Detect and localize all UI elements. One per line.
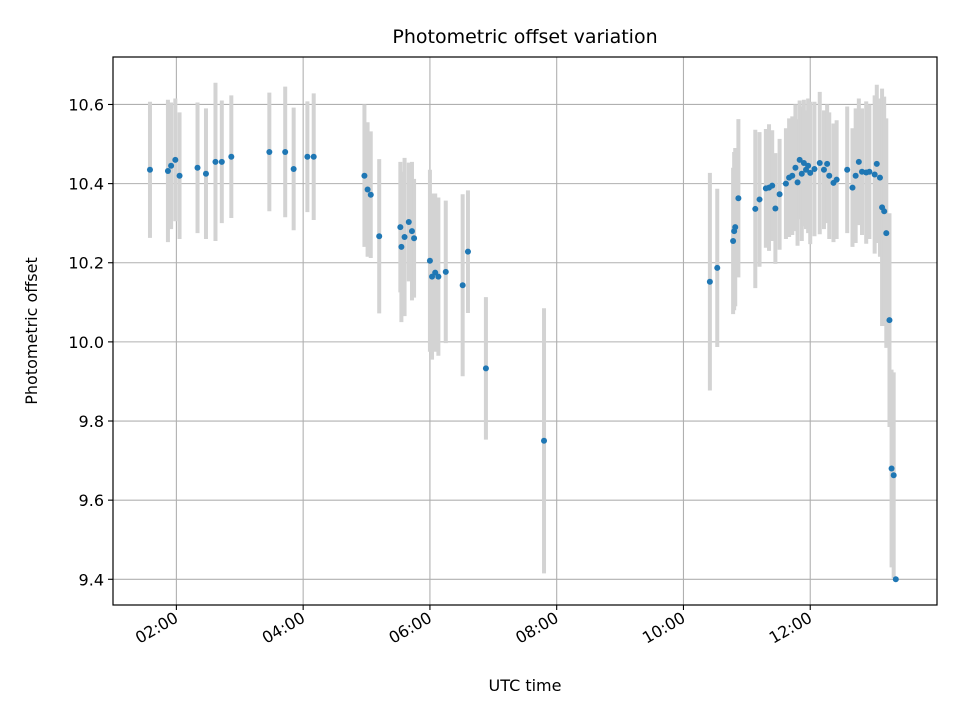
data-point [844,166,851,173]
data-point [282,148,289,155]
data-point [876,174,883,181]
data-point [442,268,449,275]
data-points [146,148,899,583]
data-point [752,205,759,212]
data-point [411,235,418,242]
y-tick-label: 9.6 [79,491,104,510]
y-tick-label: 10.6 [68,95,104,114]
data-point [811,165,818,172]
data-point [833,176,840,183]
data-point [459,282,466,289]
data-point [212,158,219,165]
data-point [789,172,796,179]
data-point [732,224,739,231]
data-point [218,158,225,165]
data-point [168,162,175,169]
data-point [892,576,899,583]
data-point [464,248,471,255]
data-point [782,180,789,187]
data-point [426,257,433,264]
data-point [820,166,827,173]
data-point [735,195,742,202]
y-tick-label: 9.8 [79,412,104,431]
data-point [824,160,831,167]
data-point [164,167,171,174]
data-point [364,186,371,193]
y-tick-label: 10.4 [68,175,104,194]
data-point [816,160,823,167]
data-point [873,160,880,167]
chart-title: Photometric offset variation [392,26,657,48]
data-point [807,169,814,176]
x-axis-title: UTC time [489,676,562,695]
data-point [172,156,179,163]
data-point [871,171,878,178]
data-point [883,230,890,237]
data-point [888,465,895,472]
data-point [435,273,442,280]
data-point [798,170,805,177]
data-point [886,317,893,324]
y-tick-label: 10.0 [68,333,104,352]
data-point [361,172,368,179]
data-point [146,166,153,173]
data-point [881,208,888,215]
y-tick-label: 9.4 [79,570,104,589]
plot-frame [112,56,938,606]
data-point [304,153,311,160]
data-point [772,205,779,212]
y-tick-label: 10.2 [68,254,104,273]
data-point [756,196,763,203]
data-point [796,156,803,163]
data-point [866,168,873,175]
y-axis-title: Photometric offset [22,257,41,405]
data-point [228,153,235,160]
data-point [826,172,833,179]
data-point [849,184,856,191]
data-point [398,243,405,250]
data-point [405,218,412,225]
data-point [776,191,783,198]
data-point [805,162,812,169]
data-point [706,278,713,285]
data-point [714,264,721,271]
data-point [852,172,859,179]
data-point [401,234,408,241]
data-point [408,228,415,235]
data-point [792,164,799,171]
data-point [730,237,737,244]
data-point [890,472,897,479]
data-point [541,437,548,444]
data-point [176,172,183,179]
data-point [794,179,801,186]
data-point [376,233,383,240]
data-point [482,365,489,372]
data-point [769,182,776,189]
data-point [266,148,273,155]
data-point [202,170,209,177]
data-point [194,164,201,171]
data-point [290,165,297,172]
data-point [800,160,807,167]
data-point [310,153,317,160]
data-point [367,191,374,198]
data-point [855,158,862,165]
data-point [397,224,404,231]
